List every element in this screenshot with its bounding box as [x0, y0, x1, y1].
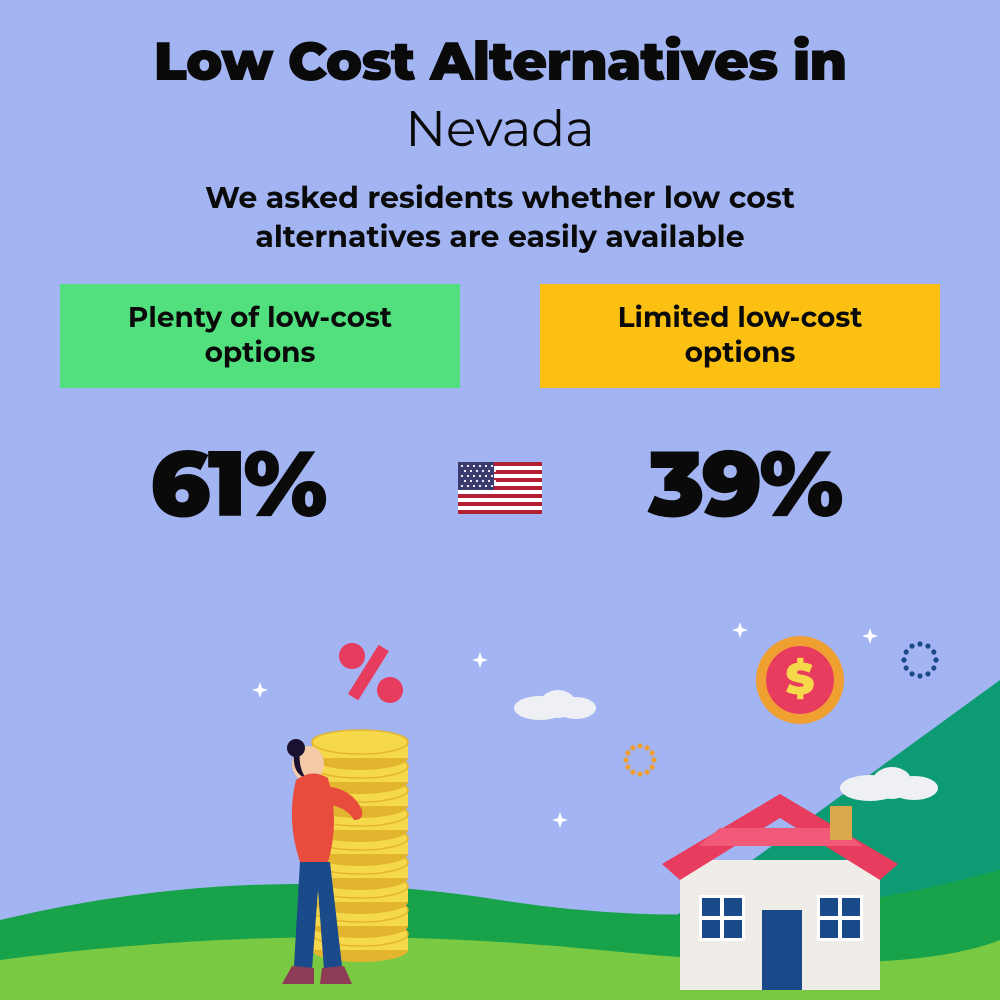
option-limited: Limited low-cost options — [540, 284, 940, 388]
usa-flag-icon — [458, 462, 542, 514]
title-line1: Low Cost Alternatives in — [0, 28, 1000, 94]
percent-limited: 39% — [648, 428, 841, 540]
option-plenty-label: Plenty of low-cost options — [84, 301, 436, 371]
option-limited-label: Limited low-cost options — [564, 301, 916, 371]
percent-plenty: 61% — [150, 428, 325, 540]
title-line2: Nevada — [0, 98, 1000, 159]
illustration: $ — [0, 620, 1000, 1000]
svg-text:$: $ — [786, 652, 815, 706]
subtitle-text: We asked residents whether low cost alte… — [0, 178, 1000, 256]
infographic-canvas: Low Cost Alternatives in Nevada We asked… — [0, 0, 1000, 1000]
option-plenty: Plenty of low-cost options — [60, 284, 460, 388]
